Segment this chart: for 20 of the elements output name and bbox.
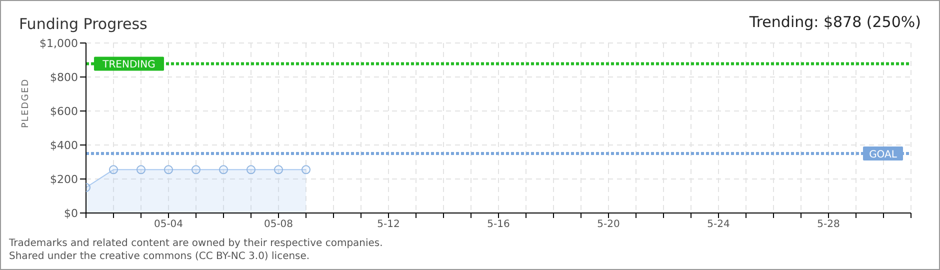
chart-title: Funding Progress (19, 15, 148, 33)
y-tick-label: $0 (64, 206, 78, 220)
x-tick-label: 5-12 (377, 219, 400, 230)
x-tick-label: 05-08 (264, 219, 294, 230)
x-tick-label: 5-28 (817, 219, 840, 230)
x-tick-label: 5-20 (597, 219, 620, 230)
y-tick-label: $1,000 (40, 36, 78, 50)
y-tick-label: $400 (50, 138, 78, 152)
x-tick-label: 5-16 (487, 219, 510, 230)
text: Shared under the creative commons (CC BY-NC 3.0) license. (9, 250, 311, 263)
y-tick-label: $200 (50, 172, 78, 186)
chart-subtitle: Trending: $878 (250%) (749, 13, 921, 31)
y-tick-label: $600 (50, 104, 78, 118)
ref-line-label: GOAL (869, 150, 898, 160)
x-tick-label: 05-04 (154, 219, 184, 230)
ref-line-label: TRENDING (102, 60, 156, 71)
text: Trademarks and related content are owned by their respective companies. (9, 237, 383, 250)
y-axis-title: PLEDGED (21, 78, 32, 128)
y-tick-label: $800 (50, 70, 78, 84)
x-tick-label: 5-24 (707, 219, 730, 230)
